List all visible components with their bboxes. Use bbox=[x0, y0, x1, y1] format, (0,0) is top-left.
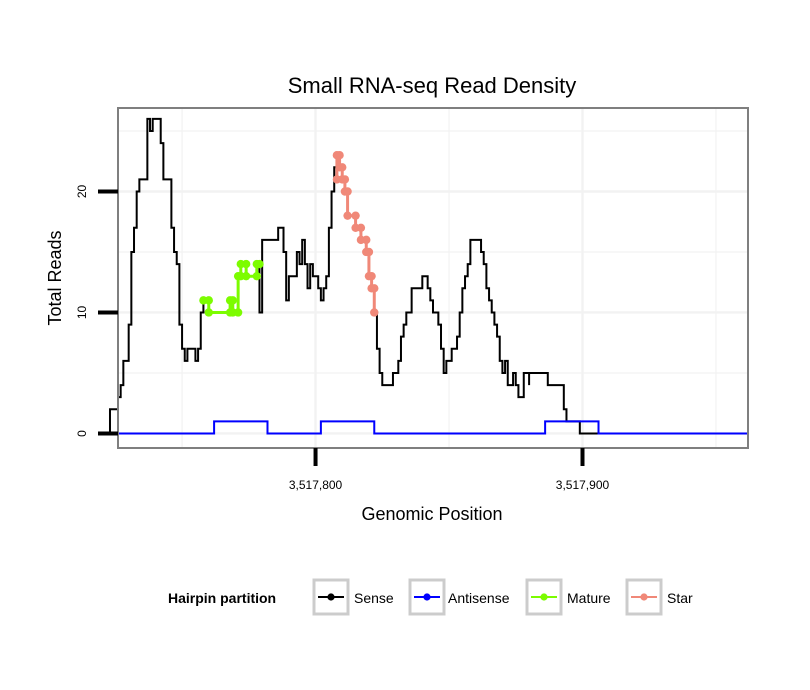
legend-key-point bbox=[423, 593, 431, 601]
series-mature bbox=[199, 259, 264, 317]
series-mature-point bbox=[204, 296, 213, 305]
x-axis-title: Genomic Position bbox=[361, 504, 502, 524]
series-mature-point bbox=[233, 308, 243, 317]
series-star-point bbox=[340, 175, 350, 184]
legend-item-mature: Mature bbox=[525, 578, 611, 616]
legend-key-point bbox=[640, 593, 648, 601]
legend-key-point bbox=[540, 593, 548, 601]
legend-title: Hairpin partition bbox=[168, 590, 276, 606]
series-antisense bbox=[101, 420, 748, 435]
series-star-point bbox=[351, 211, 360, 220]
series-star-point bbox=[362, 235, 371, 245]
series-star-point bbox=[343, 187, 352, 196]
series-star-point bbox=[370, 308, 379, 317]
legend-label: Sense bbox=[354, 590, 394, 606]
chart-title: Small RNA-seq Read Density bbox=[288, 73, 577, 98]
plot-border bbox=[117, 107, 749, 449]
series-star bbox=[332, 150, 379, 317]
legend-item-star: Star bbox=[625, 578, 693, 616]
series-star-point bbox=[367, 271, 376, 281]
series-star-point bbox=[364, 247, 374, 257]
y-tick-label: 10 bbox=[75, 305, 89, 319]
legend-item-antisense: Antisense bbox=[408, 578, 510, 616]
x-tick-label: 3,517,900 bbox=[556, 478, 610, 492]
legend-label: Antisense bbox=[448, 590, 510, 606]
series-star-point bbox=[335, 150, 344, 160]
plot-background bbox=[117, 107, 749, 449]
series-mature-line bbox=[203, 262, 260, 314]
series-mature-point bbox=[252, 271, 262, 281]
series-star-point bbox=[356, 223, 366, 232]
series-antisense-line bbox=[101, 420, 748, 435]
x-tick-label: 3,517,800 bbox=[289, 478, 343, 492]
legend-key-point bbox=[327, 593, 335, 601]
series-mature-point bbox=[228, 296, 237, 305]
y-axis-title: Total Reads bbox=[45, 230, 65, 325]
legend-label: Star bbox=[667, 590, 693, 606]
legend-label: Mature bbox=[567, 590, 611, 606]
y-axis: 0 10 20 bbox=[75, 184, 118, 437]
y-tick-label: 0 bbox=[75, 430, 89, 437]
legend-item-sense: Sense bbox=[312, 578, 394, 616]
series-layer bbox=[101, 117, 748, 435]
series-mature-point bbox=[204, 308, 213, 317]
series-star-point bbox=[343, 211, 352, 220]
series-mature-point bbox=[241, 259, 251, 269]
x-axis: 3,517,800 3,517,900 bbox=[289, 448, 610, 492]
plot-panel bbox=[101, 107, 749, 449]
series-star-point bbox=[338, 163, 347, 172]
y-tick-label: 20 bbox=[75, 184, 89, 198]
series-mature-point bbox=[241, 271, 251, 281]
series-mature-point bbox=[255, 259, 264, 269]
series-star-point bbox=[370, 284, 379, 293]
legend: Hairpin partition Sense Antisense Mature St… bbox=[168, 578, 693, 616]
